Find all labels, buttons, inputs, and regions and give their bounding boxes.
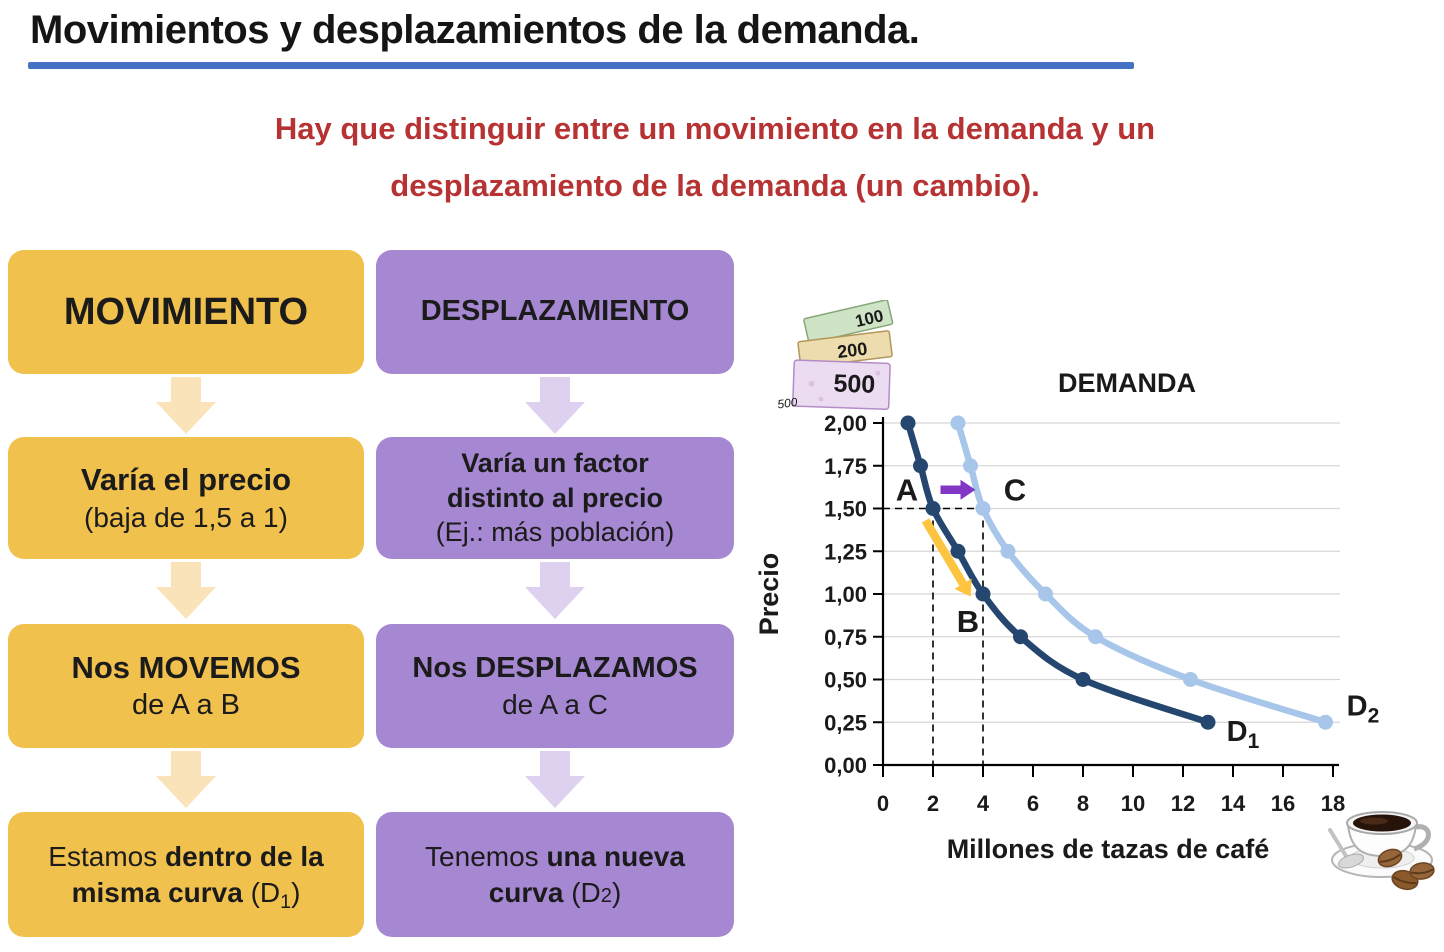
y-tick-label: 1,00 xyxy=(824,582,867,607)
curve-label: D1 xyxy=(1227,716,1260,753)
flow-arrow-down-icon xyxy=(525,751,585,808)
x-tick-label: 4 xyxy=(977,791,990,816)
y-axis-title: Precio xyxy=(754,553,784,636)
x-tick-label: 8 xyxy=(1077,791,1089,816)
data-point xyxy=(913,458,928,474)
note-500-label: 500 xyxy=(833,369,876,398)
subtitle: Hay que distinguir entre un movimiento e… xyxy=(10,100,1420,215)
x-tick-label: 6 xyxy=(1027,791,1039,816)
data-point xyxy=(925,501,941,516)
point-label-c: C xyxy=(1004,473,1026,508)
x-axis-title: Millones de tazas de café xyxy=(947,834,1270,864)
x-tick-label: 14 xyxy=(1221,791,1246,816)
x-tick-label: 2 xyxy=(927,791,939,816)
demand-curve-d2 xyxy=(954,419,1329,726)
title-underline xyxy=(28,62,1134,69)
x-tick-label: 12 xyxy=(1171,791,1195,816)
data-point xyxy=(900,415,916,431)
flow-arrow-down-icon xyxy=(156,562,216,619)
movement-step3-box: Estamos dentro de la misma curva (D1) xyxy=(8,812,364,937)
movement-step1-box: Varía el precio (baja de 1,5 a 1) xyxy=(8,437,364,559)
flow-arrow-down-icon xyxy=(525,562,585,619)
series-layer xyxy=(900,415,1333,730)
y-tick-label: 1,75 xyxy=(824,454,867,479)
data-point xyxy=(975,586,991,602)
flow-arrow-down-icon xyxy=(156,751,216,808)
movement-header-box: MOVIMIENTO xyxy=(8,250,364,374)
euro-banknotes-icon: 100 200 500 500 xyxy=(777,300,894,412)
y-tick-label: 0,00 xyxy=(824,753,867,778)
note-200-label: 200 xyxy=(836,339,868,363)
data-point xyxy=(975,501,991,516)
demand-chart: DEMANDA Precio Millones de tazas de café… xyxy=(754,300,1435,891)
shift-step1-box: Varía un factor distinto al precio (Ej.:… xyxy=(376,437,734,559)
data-point xyxy=(1088,629,1103,645)
movement-header-label: MOVIMIENTO xyxy=(63,290,309,333)
shift-header-label: DESPLAZAMIENTO xyxy=(420,295,690,328)
y-tick-label: 0,50 xyxy=(824,668,867,693)
curve-label: D2 xyxy=(1347,690,1380,727)
flow-arrow-down-icon xyxy=(525,377,585,434)
y-tick-label: 2,00 xyxy=(824,411,867,436)
subtitle-line-1: Hay que distinguir entre un movimiento e… xyxy=(274,111,1156,146)
page-title: Movimientos y desplazamientos de la dema… xyxy=(30,8,920,52)
data-point xyxy=(1318,714,1333,730)
subtitle-line-2: desplazamiento de la demanda (un cambio)… xyxy=(390,168,1040,204)
flow-arrow-down-icon xyxy=(156,377,216,434)
data-point xyxy=(950,543,966,559)
data-point xyxy=(1200,714,1216,730)
x-tick-label: 16 xyxy=(1271,791,1295,816)
y-tick-label: 1,50 xyxy=(824,497,867,522)
movement-arrow-a-to-b xyxy=(921,518,967,586)
shift-arrow-a-to-c-head xyxy=(960,479,976,500)
movement-step2-box: Nos MOVEMOS de A a B xyxy=(8,624,364,748)
annotation-labels-layer: A B C D1 D2 xyxy=(896,473,1380,754)
chart-title: DEMANDA xyxy=(1058,368,1196,398)
point-label-b: B xyxy=(957,604,979,639)
shift-step2-box: Nos DESPLAZAMOS de A a C xyxy=(376,624,734,748)
x-tick-label: 18 xyxy=(1321,791,1345,816)
note-corner-label: 500 xyxy=(777,395,799,412)
movement-arrow-a-to-b-head xyxy=(954,578,972,597)
data-point xyxy=(1038,586,1053,602)
shift-step3-box: Tenemos una nueva curva (D2) xyxy=(376,812,734,937)
point-label-a: A xyxy=(896,473,918,508)
data-point xyxy=(1013,629,1028,645)
x-tick-label: 0 xyxy=(877,791,889,816)
axis-layer: 0,00 0,25 0,50 0,75 1,00 1,25 1,50 1,75 2,00 0 2 4 6… xyxy=(824,411,1345,816)
y-tick-label: 0,25 xyxy=(824,710,867,735)
data-point xyxy=(1000,543,1016,559)
data-point xyxy=(1183,672,1198,687)
y-tick-label: 0,75 xyxy=(824,625,867,650)
x-tick-label: 10 xyxy=(1121,791,1145,816)
y-tick-label: 1,25 xyxy=(824,539,867,564)
data-point xyxy=(1075,672,1091,687)
coffee-cup-icon xyxy=(1328,811,1435,891)
annotation-arrows-layer xyxy=(921,479,976,597)
data-point xyxy=(950,415,966,431)
shift-header-box: DESPLAZAMIENTO xyxy=(376,250,734,374)
data-point xyxy=(963,458,978,474)
